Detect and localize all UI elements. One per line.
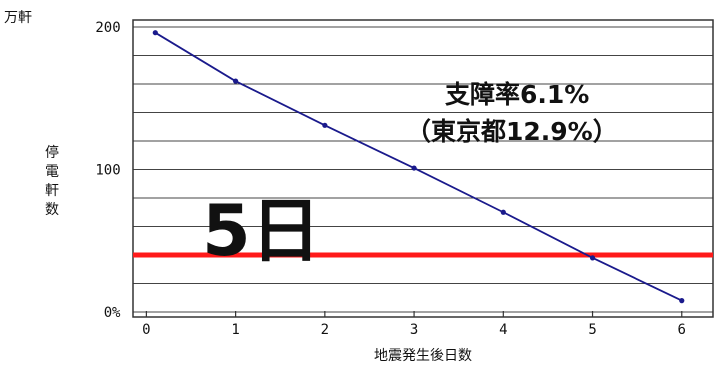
data-point bbox=[152, 30, 158, 36]
data-point bbox=[500, 209, 506, 215]
unit-label: 万軒 bbox=[4, 10, 32, 26]
series bbox=[152, 30, 685, 304]
y-tick-label: 100 bbox=[95, 163, 120, 179]
data-point bbox=[589, 255, 596, 261]
y-ticks: 0 100 200 bbox=[95, 20, 120, 321]
x-tick-label: 2 bbox=[321, 322, 329, 338]
x-tick-label: 1 bbox=[231, 322, 239, 338]
x-tick-label: 6 bbox=[678, 322, 686, 338]
x-tick-label: 5 bbox=[588, 322, 596, 338]
data-point bbox=[411, 165, 417, 171]
annotation-rate-line2: （東京都12.9%） bbox=[406, 117, 618, 146]
x-ticks: 0 1 2 3 4 5 6 bbox=[142, 311, 686, 338]
annotation-rate-line1: 支障率6.1% bbox=[445, 80, 589, 109]
y-axis-label: 停電軒数 bbox=[45, 144, 59, 218]
y-zero-suffix: % bbox=[112, 305, 121, 321]
data-point bbox=[679, 298, 685, 304]
plot-frame bbox=[132, 19, 714, 318]
y-tick-label: 200 bbox=[95, 20, 120, 36]
y-tick-label: 0 bbox=[104, 305, 112, 321]
x-tick-label: 3 bbox=[410, 322, 418, 338]
data-point bbox=[233, 78, 239, 84]
data-point bbox=[322, 122, 328, 128]
annotation-big-label: 5日 bbox=[202, 190, 321, 272]
x-tick-label: 4 bbox=[499, 322, 507, 338]
x-axis-label: 地震発生後日数 bbox=[374, 348, 472, 364]
x-tick-label: 0 bbox=[142, 322, 150, 338]
